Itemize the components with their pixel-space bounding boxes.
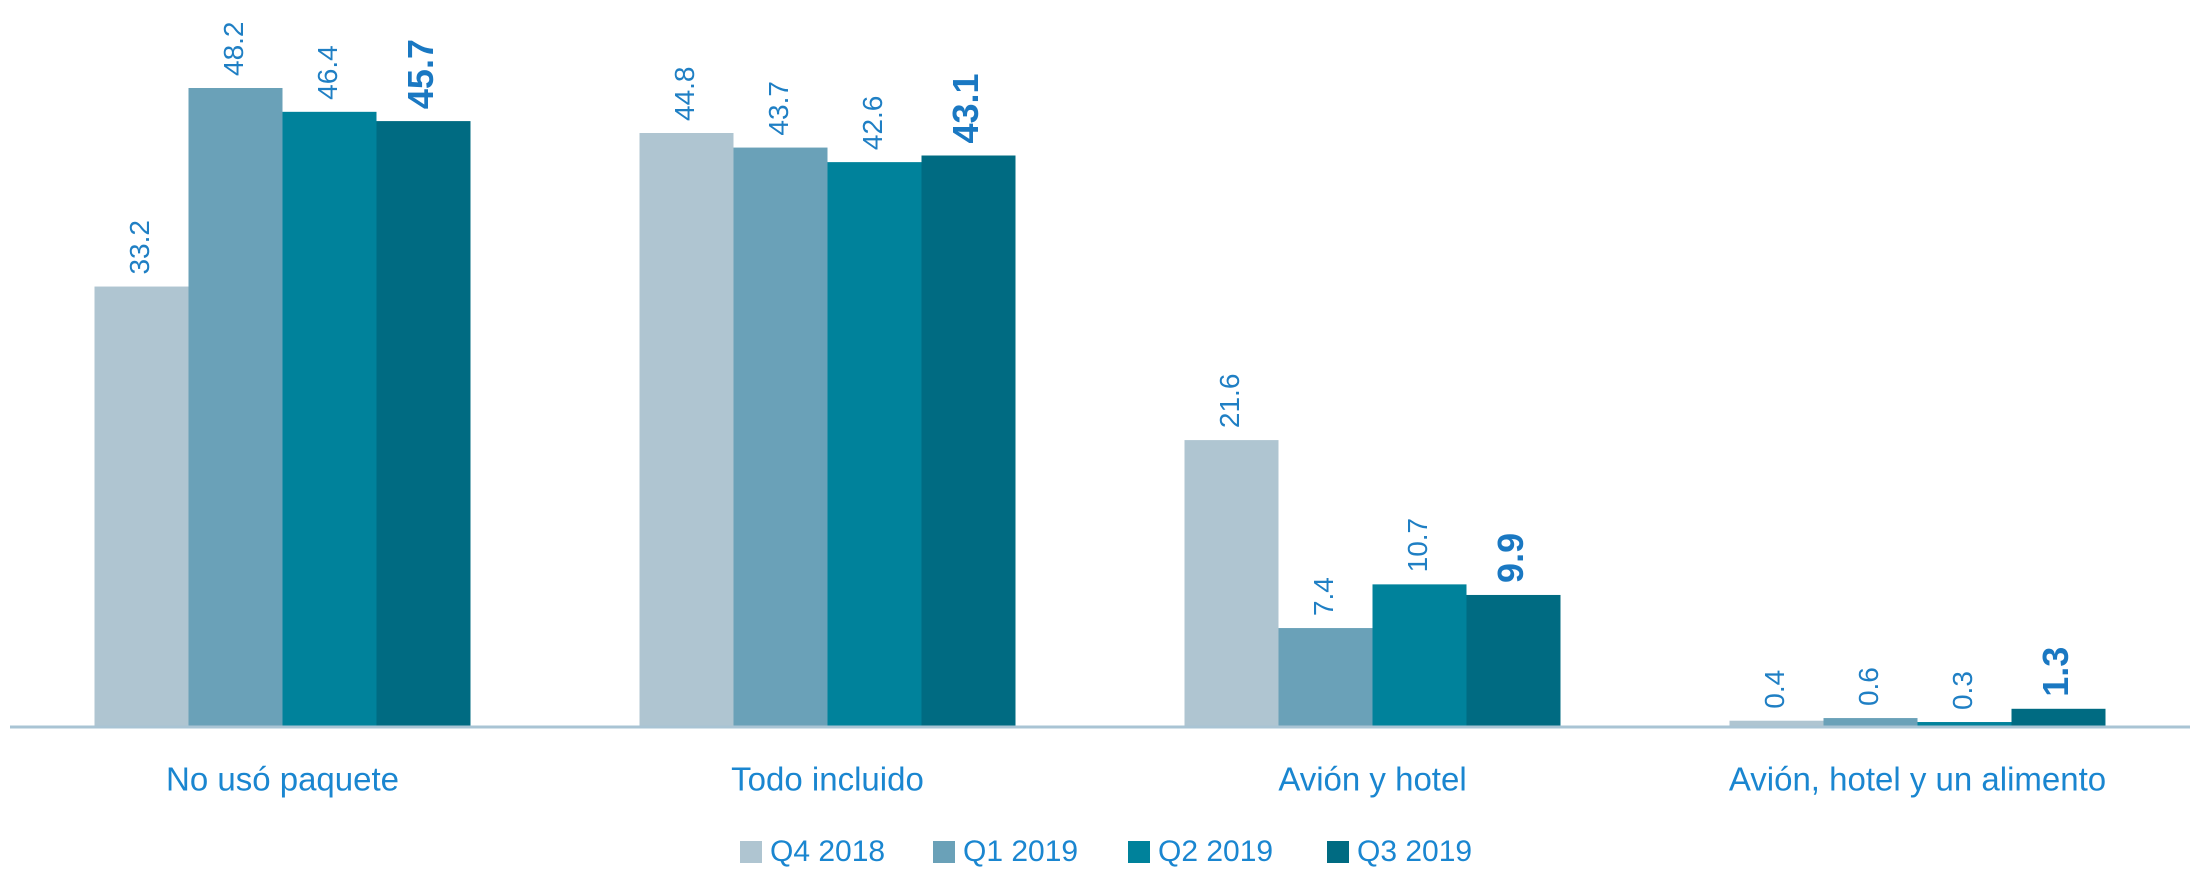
legend-swatch: [1128, 841, 1150, 863]
value-label: 7.4: [1308, 577, 1339, 616]
bar: [921, 155, 1016, 726]
category-label: No usó paquete: [166, 761, 399, 798]
bar: [827, 162, 922, 726]
bar: [1184, 440, 1279, 726]
legend-swatch: [740, 841, 762, 863]
bar: [1823, 718, 1918, 726]
bar: [1466, 594, 1561, 726]
legend-swatch: [1327, 841, 1349, 863]
category-label: Avión, hotel y un alimento: [1729, 761, 2106, 798]
bar: [188, 88, 283, 726]
bar: [1917, 722, 2012, 726]
bar: [94, 286, 189, 726]
legend-swatch: [933, 841, 955, 863]
legend-label: Q2 2019: [1158, 835, 1273, 868]
value-label: 48.2: [218, 22, 249, 77]
value-label: 33.2: [124, 220, 155, 275]
value-label: 0.6: [1853, 667, 1884, 706]
bar: [639, 133, 734, 726]
legend-label: Q3 2019: [1357, 835, 1472, 868]
value-label: 9.9: [1490, 533, 1531, 583]
value-label: 46.4: [312, 45, 343, 100]
bar: [1278, 628, 1373, 726]
legend-label: Q1 2019: [963, 835, 1078, 868]
value-label: 45.7: [400, 39, 441, 109]
bar: [282, 111, 377, 726]
value-label: 43.7: [763, 81, 794, 136]
value-label: 10.7: [1402, 518, 1433, 573]
legend-label: Q4 2018: [770, 835, 885, 868]
value-label: 42.6: [857, 96, 888, 151]
value-label: 1.3: [2035, 647, 2076, 697]
bar: [1729, 720, 1824, 726]
bar: [2011, 708, 2106, 726]
value-label: 44.8: [669, 67, 700, 122]
bar: [733, 147, 828, 726]
bar: [1372, 584, 1467, 726]
value-label: 0.4: [1759, 670, 1790, 709]
bar: [376, 121, 471, 726]
value-label: 21.6: [1214, 374, 1245, 429]
category-label: Todo incluido: [731, 761, 924, 798]
value-label: 0.3: [1947, 671, 1978, 710]
category-label: Avión y hotel: [1278, 761, 1466, 798]
value-label: 43.1: [945, 73, 986, 143]
